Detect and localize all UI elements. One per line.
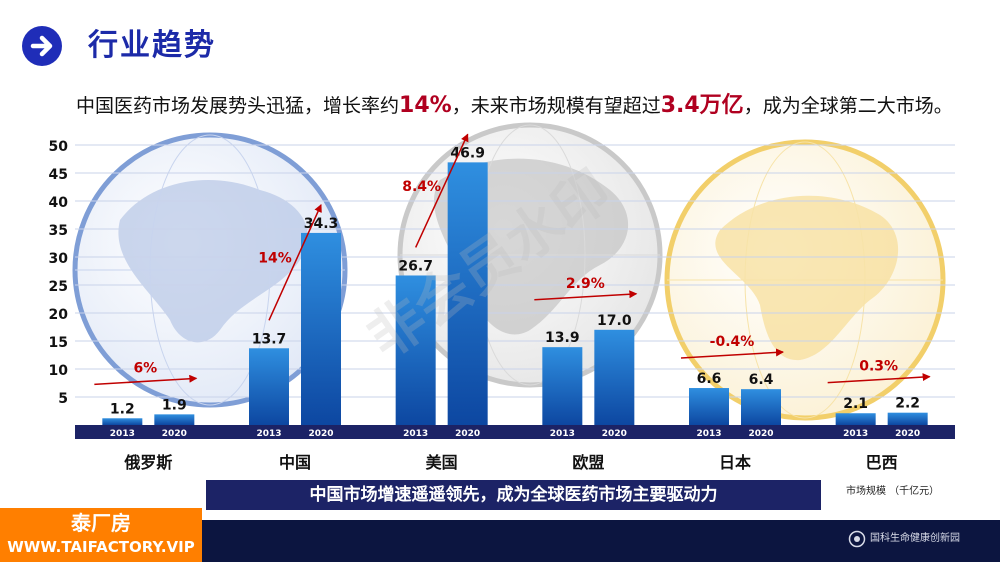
growth-label: -0.4% [710, 334, 755, 350]
x-year-label: 2013 [550, 429, 575, 439]
x-year-label: 2020 [162, 429, 187, 439]
x-year-label: 2020 [602, 429, 627, 439]
bar [301, 232, 341, 425]
x-year-label: 2020 [895, 429, 920, 439]
market-size-chart: 5 10 15 20 25 30 35 40 45 50 1.2 1.9 13.7 34.3 26.7 46… [49, 122, 955, 472]
category-label: 俄罗斯 [123, 453, 172, 472]
growth-label: 6% [133, 360, 157, 376]
gridlines [75, 144, 955, 398]
globe-blue [72, 132, 348, 408]
subtitle-highlight-market: 3.4万亿 [660, 93, 744, 118]
brand-box [0, 508, 202, 562]
page-title: 行业趋势 [88, 28, 216, 63]
x-year-label: 2020 [455, 429, 480, 439]
category-label: 日本 [719, 453, 751, 472]
category-label: 欧盟 [572, 453, 604, 472]
x-year-label: 2013 [843, 429, 868, 439]
y-tick-label: 50 [49, 139, 69, 155]
y-tick-label: 45 [49, 167, 68, 183]
bar-value-label: 34.3 [304, 216, 339, 232]
x-year-label: 2013 [110, 429, 135, 439]
bars: 1.2 1.9 13.7 34.3 26.7 46.9 13.9 17.0 6.6 6.4 2.1 2… [102, 145, 928, 426]
y-tick-label: 20 [49, 307, 69, 323]
bar-value-label: 13.9 [545, 330, 580, 346]
y-tick-label: 10 [49, 363, 69, 379]
y-tick-label: 25 [49, 279, 68, 295]
bar-value-label: 17.0 [597, 313, 632, 329]
bar-value-label: 46.9 [450, 145, 485, 161]
brand-url[interactable]: WWW.TAIFACTORY.VIP [7, 538, 195, 556]
growth-label: 0.3% [859, 359, 898, 375]
bar-value-label: 13.7 [252, 331, 287, 347]
growth-arrow [827, 373, 931, 384]
bar-value-label: 6.6 [697, 371, 722, 387]
x-year-label: 2020 [308, 429, 333, 439]
subtitle-text-1: 中国医药市场发展势头迅猛，增长率约 [76, 95, 400, 117]
category-label: 巴西 [866, 453, 898, 472]
subtitle-text-2: ，未来市场规模有望超过 [451, 95, 661, 117]
unit-note: 市场规模 （千亿元） [846, 486, 940, 497]
bar [887, 412, 928, 425]
growth-arrow [268, 204, 322, 321]
y-tick-label: 30 [49, 251, 69, 267]
x-year-label: 2013 [696, 429, 721, 439]
x-axis-band: 2013 2020 2013 2020 2013 2020 2013 2020 2013 2020… [75, 425, 955, 439]
growth-arrow [94, 374, 198, 386]
org-logo-icon [848, 530, 866, 548]
category-label: 中国 [279, 453, 311, 472]
globe-gold [664, 139, 946, 421]
bar [249, 348, 289, 425]
growth-arrow [414, 133, 469, 248]
bar-value-label: 6.4 [749, 372, 774, 388]
y-tick-label: 5 [58, 391, 68, 407]
category-labels: 俄罗斯 中国 美国 欧盟 日本 巴西 [123, 453, 897, 472]
subtitle-highlight-growth: 14% [399, 93, 452, 118]
bar [689, 388, 729, 425]
subtitle-text-3: ，成为全球第二大市场。 [743, 95, 953, 117]
x-year-label: 2013 [256, 429, 281, 439]
bar-value-label: 1.9 [162, 397, 187, 413]
footer-org: 国科生命健康创新园 [870, 533, 960, 544]
bar [395, 275, 436, 425]
bar [102, 418, 143, 425]
growth-label: 2.9% [566, 276, 605, 292]
bar [741, 389, 781, 425]
y-axis-ticks: 5 10 15 20 25 30 35 40 45 50 [49, 139, 69, 407]
x-year-label: 2013 [403, 429, 428, 439]
growth-arrows: 6% 14% 8.4% 2.9% -0.4% 0.3% [94, 133, 931, 386]
chart-subtitle: 中国医药市场发展势头迅猛，增长率约14%，未来市场规模有望超过3.4万亿，成为全… [76, 92, 953, 120]
growth-label: 8.4% [402, 179, 441, 195]
bar-value-label: 1.2 [110, 401, 135, 417]
bar [835, 413, 876, 425]
bar [594, 329, 635, 425]
bar [542, 347, 583, 425]
bar [447, 162, 488, 426]
y-tick-label: 40 [49, 195, 69, 211]
bar-value-label: 2.1 [843, 396, 868, 412]
bar-value-label: 26.7 [398, 258, 433, 274]
x-year-label: 2020 [748, 429, 773, 439]
y-tick-label: 35 [49, 223, 68, 239]
growth-label: 14% [258, 251, 292, 267]
conclusion-banner: 中国市场增速遥遥领先，成为全球医药市场主要驱动力 [206, 480, 821, 510]
growth-arrow [680, 348, 784, 359]
arrow-right-circle-icon [22, 26, 62, 66]
bar [154, 414, 195, 425]
category-label: 美国 [426, 453, 458, 472]
y-tick-label: 15 [49, 335, 68, 351]
x-axis-band-rect [75, 425, 955, 439]
brand-name: 泰厂房 [71, 511, 131, 535]
growth-arrow [534, 290, 638, 301]
bar-value-label: 2.2 [895, 396, 920, 412]
